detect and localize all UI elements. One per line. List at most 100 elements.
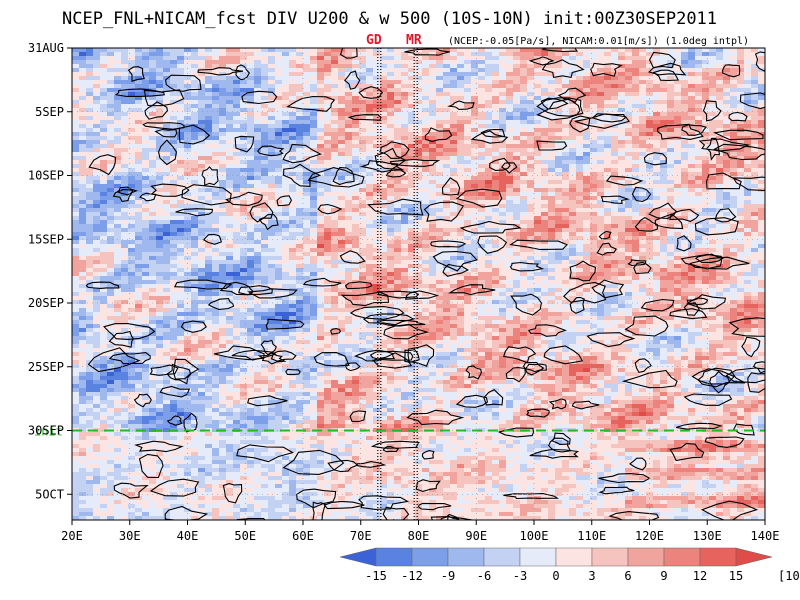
heat-cell — [163, 140, 171, 145]
heat-cell — [513, 120, 521, 125]
heat-cell — [86, 168, 94, 173]
heat-cell — [114, 128, 122, 133]
heat-cell — [380, 188, 388, 193]
heat-cell — [751, 64, 759, 69]
heat-cell — [681, 68, 689, 73]
heat-cell — [345, 160, 353, 165]
heat-cell — [310, 68, 318, 73]
heat-cell — [415, 124, 423, 129]
heat-cell — [72, 240, 80, 245]
heat-cell — [282, 160, 290, 165]
heat-cell — [296, 208, 304, 213]
heat-cell — [135, 128, 143, 133]
heat-cell — [254, 168, 262, 173]
heat-cell — [737, 156, 745, 161]
heat-cell — [506, 52, 514, 57]
heat-cell — [121, 104, 129, 109]
heat-cell — [625, 156, 633, 161]
heat-cell — [618, 64, 626, 69]
heat-cell — [226, 124, 234, 129]
heat-cell — [268, 60, 276, 65]
heat-cell — [499, 204, 507, 209]
heat-cell — [415, 172, 423, 177]
heat-cell — [93, 120, 101, 125]
heat-cell — [114, 180, 122, 185]
heat-cell — [527, 228, 535, 233]
heat-cell — [408, 176, 416, 181]
heat-cell — [359, 96, 367, 101]
heat-cell — [534, 120, 542, 125]
heat-cell — [212, 216, 220, 221]
heat-cell — [513, 72, 521, 77]
heat-cell — [758, 212, 765, 217]
heat-cell — [387, 200, 395, 205]
heat-cell — [233, 184, 241, 189]
heat-cell — [492, 224, 500, 229]
heat-cell — [282, 108, 290, 113]
heat-cell — [268, 148, 276, 153]
heat-cell — [317, 48, 325, 53]
heat-cell — [548, 232, 556, 237]
heat-cell — [373, 56, 381, 61]
heat-cell — [177, 84, 185, 89]
heat-cell — [114, 116, 122, 121]
heat-cell — [170, 200, 178, 205]
heat-cell — [443, 92, 451, 97]
heat-cell — [142, 144, 150, 149]
heat-cell — [149, 80, 157, 85]
heat-cell — [653, 172, 661, 177]
heat-cell — [646, 172, 654, 177]
heat-cell — [506, 64, 514, 69]
heat-cell — [170, 184, 178, 189]
heat-cell — [275, 48, 283, 53]
heat-cell — [121, 116, 129, 121]
heat-cell — [338, 200, 346, 205]
heat-cell — [506, 224, 514, 229]
heat-cell — [443, 76, 451, 81]
heat-cell — [121, 180, 129, 185]
heat-cell — [464, 192, 472, 197]
heat-cell — [212, 88, 220, 93]
heat-cell — [653, 188, 661, 193]
heat-cell — [268, 228, 276, 233]
heat-cell — [345, 148, 353, 153]
heat-cell — [513, 116, 521, 121]
heat-cell — [681, 108, 689, 113]
heat-cell — [597, 148, 605, 153]
heat-cell — [674, 104, 682, 109]
heat-cell — [191, 108, 199, 113]
heat-cell — [527, 184, 535, 189]
heat-cell — [702, 152, 710, 157]
heat-cell — [268, 156, 276, 161]
heat-cell — [695, 148, 703, 153]
heat-cell — [345, 248, 353, 253]
heat-cell — [359, 92, 367, 97]
heat-cell — [576, 120, 584, 125]
heat-cell — [212, 68, 220, 73]
heat-cell — [478, 228, 486, 233]
heat-cell — [282, 224, 290, 229]
heat-cell — [583, 140, 591, 145]
heat-cell — [205, 68, 213, 73]
heat-cell — [163, 224, 171, 229]
heat-cell — [261, 104, 269, 109]
heat-cell — [121, 128, 129, 133]
heat-cell — [422, 92, 430, 97]
heat-cell — [576, 232, 584, 237]
heat-cell — [296, 104, 304, 109]
heat-cell — [513, 200, 521, 205]
heat-cell — [436, 112, 444, 117]
heat-cell — [688, 132, 696, 137]
heat-cell — [702, 164, 710, 169]
heat-cell — [688, 168, 696, 173]
heat-cell — [282, 48, 290, 53]
heat-cell — [296, 52, 304, 57]
heat-cell — [422, 60, 430, 65]
heat-cell — [324, 144, 332, 149]
heat-cell — [702, 80, 710, 85]
heat-cell — [352, 68, 360, 73]
heat-cell — [576, 164, 584, 169]
heat-cell — [709, 124, 717, 129]
heat-cell — [590, 176, 598, 181]
heat-cell — [478, 104, 486, 109]
